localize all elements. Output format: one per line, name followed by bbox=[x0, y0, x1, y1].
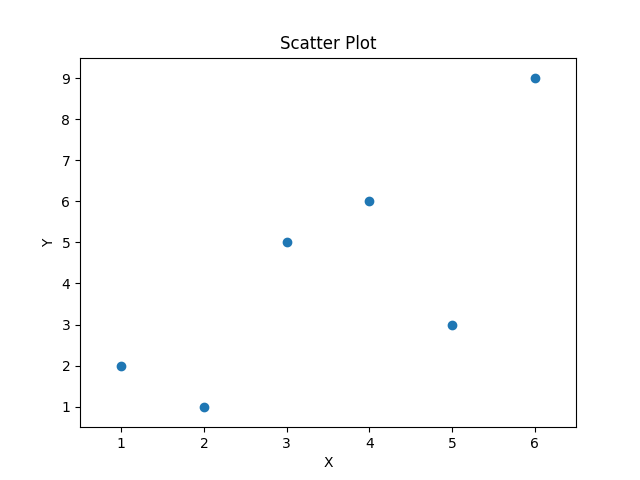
Point bbox=[116, 362, 127, 370]
Point bbox=[447, 321, 457, 328]
X-axis label: X: X bbox=[323, 456, 333, 470]
Point bbox=[282, 239, 292, 246]
Y-axis label: Y: Y bbox=[42, 238, 56, 247]
Title: Scatter Plot: Scatter Plot bbox=[280, 35, 376, 53]
Point bbox=[199, 403, 209, 410]
Point bbox=[529, 74, 540, 82]
Point bbox=[364, 197, 374, 205]
